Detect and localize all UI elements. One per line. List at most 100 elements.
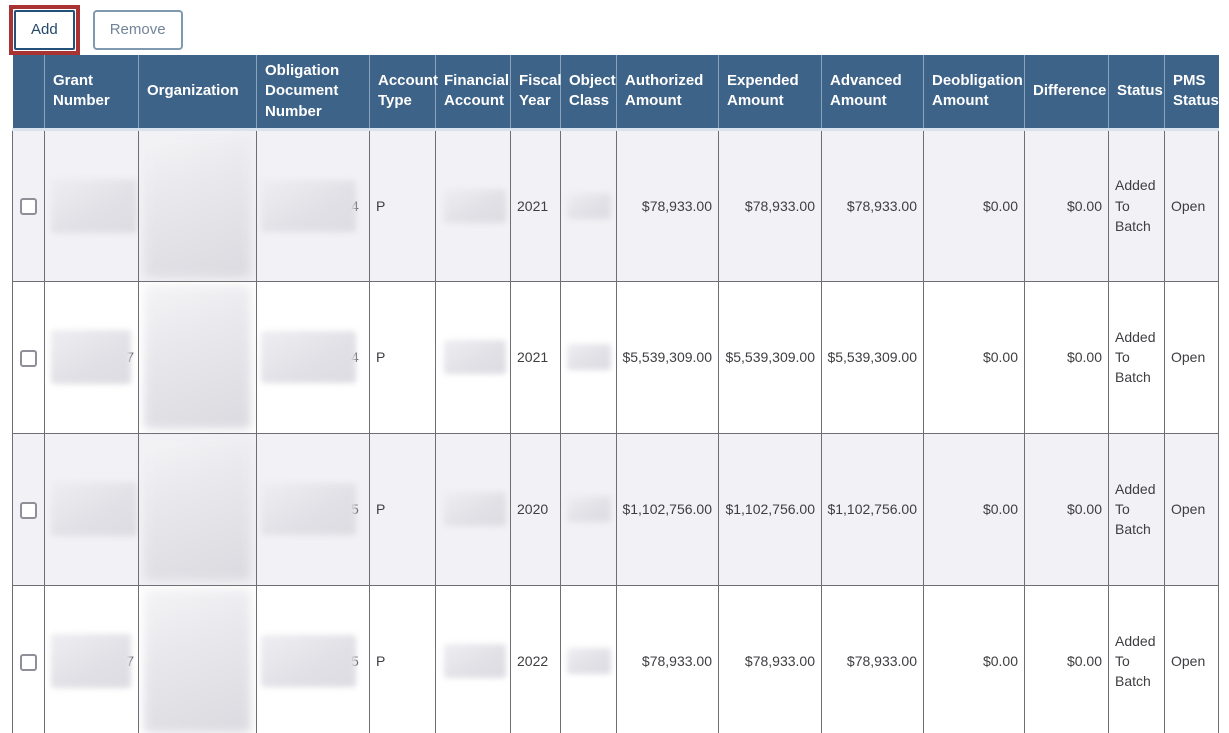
redacted-object-class <box>567 192 611 219</box>
redacted-grant-number <box>51 482 137 537</box>
cell-organization <box>138 432 257 586</box>
row-select-checkbox[interactable] <box>20 653 37 671</box>
redacted-financial-account <box>444 188 506 223</box>
redacted-obligation-document-number <box>261 331 356 384</box>
redacted-object-class <box>567 648 611 675</box>
cell-status: Added To Batch <box>1108 280 1165 434</box>
cell-object-class <box>560 432 617 586</box>
cell-financial-account <box>435 584 511 733</box>
col-authorized-amount: Authorized Amount <box>616 55 719 131</box>
col-organization: Organization <box>138 55 257 131</box>
cell-deobligation-amount: $0.00 <box>923 432 1025 586</box>
cell-financial-account <box>435 432 511 586</box>
cell-pms-status: Open <box>1164 584 1219 733</box>
table-body: 4 P 2021 $78,933.00 $78,933.00 $78,933.0… <box>12 128 1219 733</box>
redacted-grant-number <box>51 634 132 689</box>
cell-difference: $0.00 <box>1024 280 1109 434</box>
cell-financial-account <box>435 128 511 282</box>
redacted-obligation-document-number <box>261 179 356 232</box>
cell-grant-number: 7 <box>44 584 139 733</box>
cell-organization <box>138 280 257 434</box>
cell-financial-account <box>435 280 511 434</box>
col-fiscal-year: Fiscal Year <box>510 55 562 131</box>
col-select <box>12 55 45 131</box>
row-select-checkbox[interactable] <box>20 349 37 367</box>
cell-expended-amount: $5,539,309.00 <box>718 280 822 434</box>
table-header: Grant Number Organization Obligation Doc… <box>12 55 1219 131</box>
cell-advanced-amount: $5,539,309.00 <box>821 280 924 434</box>
cell-select <box>12 280 45 434</box>
cell-expended-amount: $78,933.00 <box>718 584 822 733</box>
cell-account-type: P <box>369 128 436 282</box>
cell-status: Added To Batch <box>1108 432 1165 586</box>
cell-object-class <box>560 584 617 733</box>
cell-deobligation-amount: $0.00 <box>923 280 1025 434</box>
redacted-organization <box>144 133 251 278</box>
redacted-object-class <box>567 496 611 523</box>
cell-obligation-document-number: 5 <box>256 432 370 586</box>
col-grant-number: Grant Number <box>44 55 139 131</box>
col-advanced-amount: Advanced Amount <box>821 55 924 131</box>
col-object-class: Object Class <box>560 55 617 131</box>
redacted-grant-number <box>51 330 132 385</box>
cell-select <box>12 432 45 586</box>
cell-obligation-document-number: 5 <box>256 584 370 733</box>
cell-account-type: P <box>369 584 436 733</box>
col-expended-amount: Expended Amount <box>718 55 822 131</box>
cell-obligation-document-number: 4 <box>256 128 370 282</box>
cell-advanced-amount: $78,933.00 <box>821 584 924 733</box>
cell-object-class <box>560 128 617 282</box>
cell-fiscal-year: 2020 <box>510 432 561 586</box>
cell-organization <box>138 128 257 282</box>
cell-deobligation-amount: $0.00 <box>923 128 1025 282</box>
table-row: 4 P 2021 $78,933.00 $78,933.00 $78,933.0… <box>12 128 1219 282</box>
remove-button[interactable]: Remove <box>92 10 183 50</box>
cell-account-type: P <box>369 432 436 586</box>
redacted-obligation-document-number <box>261 635 356 688</box>
cell-advanced-amount: $1,102,756.00 <box>821 432 924 586</box>
row-select-checkbox[interactable] <box>20 501 37 519</box>
table-row: 7 4 P 2021 $5,539,309.00 $5,539,309.00 $… <box>12 280 1219 434</box>
obligations-table: Grant Number Organization Obligation Doc… <box>12 55 1219 733</box>
add-button[interactable]: Add <box>14 10 75 50</box>
cell-grant-number <box>44 432 139 586</box>
cell-select <box>12 584 45 733</box>
redacted-grant-number <box>51 178 137 233</box>
col-account-type: Account Type <box>369 55 438 131</box>
cell-pms-status: Open <box>1164 432 1219 586</box>
cell-grant-number: 7 <box>44 280 139 434</box>
toolbar: Add Remove <box>0 0 1229 55</box>
redacted-organization <box>144 437 251 582</box>
col-deobligation-amount: Deobligation Amount <box>923 55 1025 131</box>
cell-pms-status: Open <box>1164 128 1219 282</box>
table-row: 7 5 P 2022 $78,933.00 $78,933.00 $78,933… <box>12 584 1219 733</box>
cell-account-type: P <box>369 280 436 434</box>
redacted-organization <box>144 285 251 430</box>
cell-authorized-amount: $78,933.00 <box>616 128 719 282</box>
cell-expended-amount: $78,933.00 <box>718 128 822 282</box>
row-select-checkbox[interactable] <box>20 198 37 216</box>
cell-status: Added To Batch <box>1108 584 1165 733</box>
cell-authorized-amount: $1,102,756.00 <box>616 432 719 586</box>
cell-difference: $0.00 <box>1024 432 1109 586</box>
cell-expended-amount: $1,102,756.00 <box>718 432 822 586</box>
col-difference: Difference <box>1024 55 1109 131</box>
redacted-financial-account <box>444 340 506 375</box>
cell-fiscal-year: 2022 <box>510 584 561 733</box>
add-button-highlight-box: Add <box>9 5 80 55</box>
cell-fiscal-year: 2021 <box>510 280 561 434</box>
col-status: Status <box>1108 55 1165 131</box>
cell-organization <box>138 584 257 733</box>
cell-deobligation-amount: $0.00 <box>923 584 1025 733</box>
cell-difference: $0.00 <box>1024 128 1109 282</box>
cell-pms-status: Open <box>1164 280 1219 434</box>
cell-grant-number <box>44 128 139 282</box>
cell-authorized-amount: $78,933.00 <box>616 584 719 733</box>
redacted-financial-account <box>444 492 506 527</box>
cell-object-class <box>560 280 617 434</box>
cell-authorized-amount: $5,539,309.00 <box>616 280 719 434</box>
cell-fiscal-year: 2021 <box>510 128 561 282</box>
redacted-financial-account <box>444 644 506 679</box>
cell-obligation-document-number: 4 <box>256 280 370 434</box>
redacted-organization <box>144 589 251 733</box>
